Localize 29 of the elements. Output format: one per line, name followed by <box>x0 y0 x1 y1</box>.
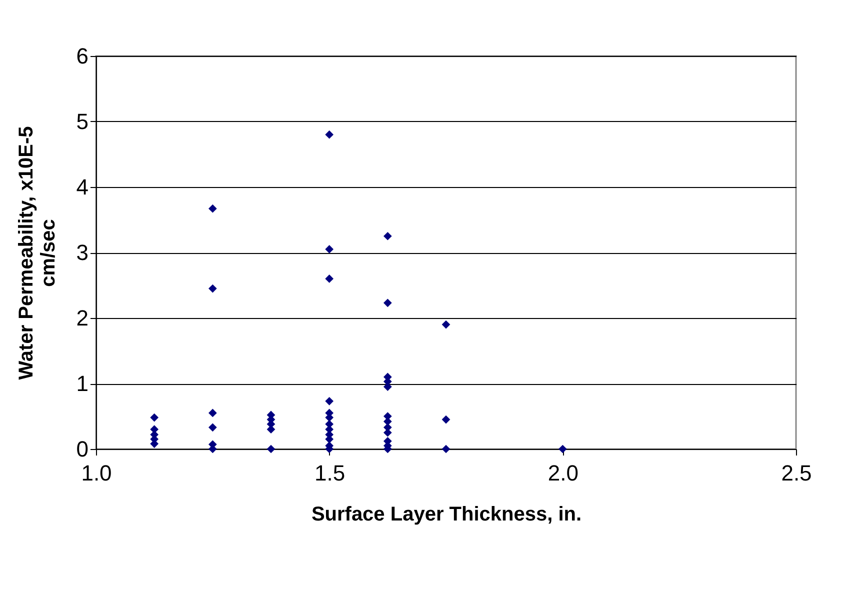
x-tick-label: 1.5 <box>314 460 346 486</box>
point <box>442 415 450 424</box>
point <box>325 130 334 139</box>
y-axis-title: Water Permeability, x10E-5 cm/sec <box>15 126 60 380</box>
point <box>266 444 276 454</box>
point <box>325 245 334 254</box>
point <box>383 298 392 308</box>
y-tick-label: 1 <box>76 371 88 396</box>
point <box>208 408 217 418</box>
point <box>150 413 159 422</box>
x-axis-title: Surface Layer Thickness, in. <box>311 504 582 526</box>
point <box>442 320 450 329</box>
y-tick-label: 2 <box>76 306 88 330</box>
y-tick-label: 5 <box>76 109 88 134</box>
point <box>442 444 450 454</box>
point <box>325 274 334 283</box>
point <box>208 204 217 213</box>
y-tick-label: 6 <box>76 44 88 68</box>
point <box>558 444 567 454</box>
y-tick-label: 0 <box>76 436 88 462</box>
point <box>208 423 217 432</box>
point <box>208 284 217 293</box>
point <box>383 232 392 240</box>
x-tick-label: 2.5 <box>781 460 812 486</box>
x-tick-label: 1.0 <box>81 460 112 486</box>
y-tick-label: 4 <box>76 174 88 200</box>
x-tick-label: 2.0 <box>548 460 578 486</box>
y-tick-label: 3 <box>76 240 88 265</box>
point <box>325 397 334 406</box>
